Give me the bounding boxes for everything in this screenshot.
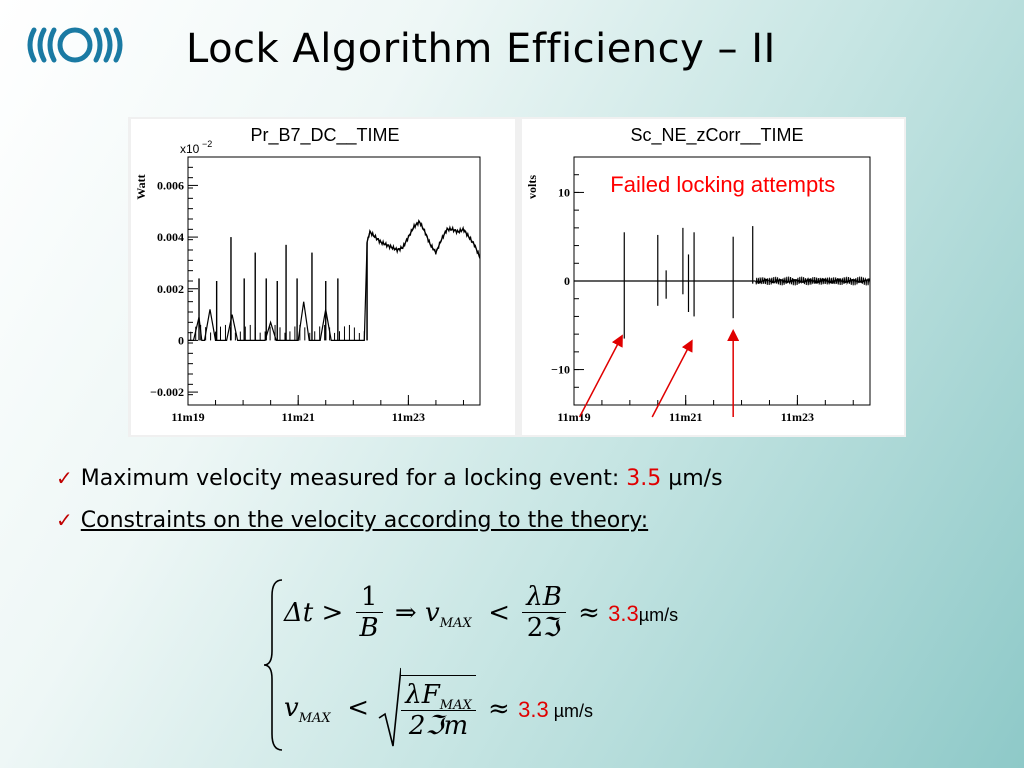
x-tick-label: 11m21 xyxy=(669,410,702,424)
eq2-lt: < xyxy=(347,693,369,723)
eq2-denominator: 2ℑm xyxy=(408,711,469,741)
x-tick-label: 11m21 xyxy=(282,410,315,424)
bullet-constraints: ✓ Constraints on the velocity according t… xyxy=(56,508,648,533)
noise-series xyxy=(755,276,871,286)
plot-title: Sc_NE_zCorr__TIME xyxy=(630,125,803,146)
sqrt-sign-icon xyxy=(378,667,402,747)
equation-force-constraint: vMAX < λFMAX 2ℑm ≈ 3.3 µm/s xyxy=(284,666,593,750)
velocity-unit: µm/s xyxy=(661,466,723,491)
eq1-frac1-numerator: 1 xyxy=(355,582,383,613)
annotation-arrow xyxy=(651,339,693,418)
y-tick-label: 0.006 xyxy=(157,178,184,192)
virgo-logo-icon xyxy=(27,27,123,63)
velocity-value: 3.5 xyxy=(626,466,662,491)
y-axis-label: volts xyxy=(525,175,539,199)
eq2-numerator: λF xyxy=(405,680,440,710)
y-axis-label: Watt xyxy=(134,174,148,199)
plot-panel-left xyxy=(131,119,515,435)
eq2-v: v xyxy=(284,693,299,723)
eq2-result-value: 3.3 xyxy=(518,696,549,722)
y-exponent-label: x10 xyxy=(180,142,200,156)
y-tick-label: 0 xyxy=(564,274,570,288)
eq1-approx: ≈ xyxy=(578,598,600,628)
series-line-detail xyxy=(366,218,481,259)
x-tick-label: 11m23 xyxy=(781,410,814,424)
eq2-numerator-sub: MAX xyxy=(439,698,472,713)
eq1-v: v xyxy=(424,597,440,628)
eq1-result-value: 3.3 xyxy=(608,601,639,626)
equation-brace xyxy=(263,579,283,751)
checkmark-icon: ✓ xyxy=(56,508,73,532)
eq1-result-unit: µm/s xyxy=(638,605,679,625)
bullet-max-velocity: ✓ Maximum velocity measured for a locking… xyxy=(56,466,723,491)
eq1-lhs: Δt > xyxy=(284,597,344,628)
eq2-result-unit: µm/s xyxy=(548,700,594,721)
y-tick-label: −10 xyxy=(551,363,570,377)
eq1-frac2-denominator: 2ℑ xyxy=(526,613,562,643)
bullet-text: Constraints on the velocity according to… xyxy=(80,508,649,533)
y-tick-label: 10 xyxy=(558,185,570,199)
eq1-lt: < xyxy=(488,597,510,628)
eq1-frac2-numerator: λB xyxy=(526,582,562,612)
eq1-frac1-denominator: B xyxy=(359,613,379,643)
y-tick-label: −0.002 xyxy=(150,385,184,399)
x-tick-label: 11m19 xyxy=(557,410,590,424)
eq1-implies: ⇒ xyxy=(394,597,417,628)
eq1-v-sub: MAX xyxy=(439,615,472,631)
eq2-v-sub: MAX xyxy=(298,711,331,726)
x-tick-label: 11m19 xyxy=(171,410,204,424)
plot-panel-right xyxy=(522,119,904,435)
eq2-approx: ≈ xyxy=(488,693,510,724)
y-exponent-power: −2 xyxy=(202,139,212,149)
figure-panel: Pr_B7_DC__TIME −0.002 0 0.002 0.004 0.006 11m1… xyxy=(128,117,906,437)
checkmark-icon: ✓ xyxy=(56,466,73,490)
plots-canvas: Pr_B7_DC__TIME −0.002 0 0.002 0.004 0.006 11m1… xyxy=(131,119,904,435)
x-tick-label: 11m23 xyxy=(392,410,425,424)
bullet-text: Maximum velocity measured for a locking … xyxy=(80,466,627,491)
slide-title: Lock Algorithm Efficiency – II xyxy=(186,26,776,72)
failed-locking-annotation: Failed locking attempts xyxy=(610,172,835,197)
y-tick-label: 0 xyxy=(178,333,184,347)
plot-title: Pr_B7_DC__TIME xyxy=(250,125,399,146)
y-tick-label: 0.004 xyxy=(157,230,184,244)
y-tick-label: 0.002 xyxy=(157,282,184,296)
annotation-arrow xyxy=(578,334,623,418)
